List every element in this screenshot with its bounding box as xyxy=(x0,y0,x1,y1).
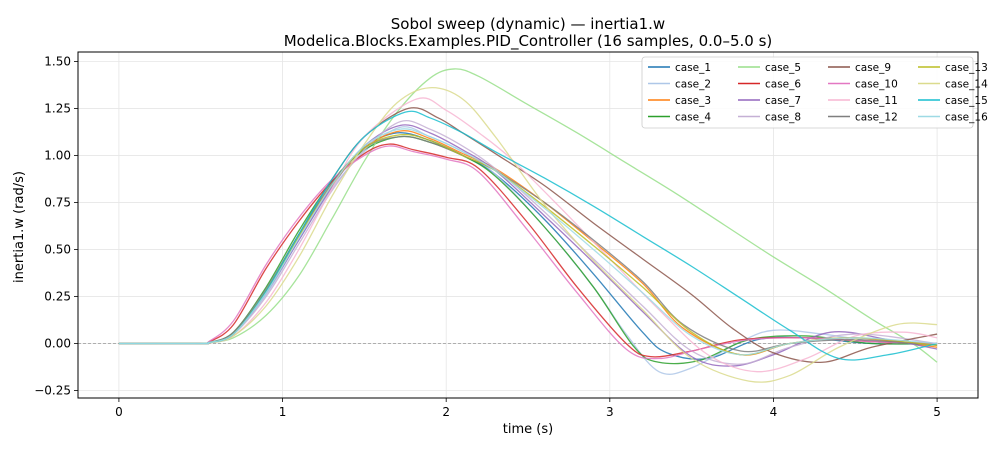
series-line-case-14 xyxy=(118,87,938,383)
chart-subtitle: Modelica.Blocks.Examples.PID_Controller … xyxy=(284,32,773,51)
legend-label: case_15 xyxy=(945,95,988,107)
chart-title: Sobol sweep (dynamic) — inertia1.w xyxy=(391,15,665,33)
legend-label: case_11 xyxy=(855,95,898,107)
legend-label: case_1 xyxy=(675,62,711,74)
legend-label: case_16 xyxy=(945,111,988,123)
legend-label: case_14 xyxy=(945,78,988,90)
x-tick-label: 2 xyxy=(442,405,450,419)
y-tick-label: 1.25 xyxy=(44,101,71,115)
legend-label: case_13 xyxy=(945,62,988,74)
series-line-case-8 xyxy=(118,120,938,365)
x-tick-label: 5 xyxy=(933,405,941,419)
y-tick-label: 0.50 xyxy=(44,242,71,256)
legend-label: case_7 xyxy=(765,95,801,107)
legend-label: case_8 xyxy=(765,111,801,123)
y-tick-label: 1.50 xyxy=(44,54,71,68)
y-tick-label: 1.00 xyxy=(44,148,71,162)
y-tick-label: 0.75 xyxy=(44,195,71,209)
y-tick-label: 0.00 xyxy=(44,336,71,350)
legend: case_1case_2case_3case_4case_5case_6case… xyxy=(641,56,988,129)
series-line-case-10 xyxy=(118,145,938,360)
tick-layer: 0 1 2 3 4 5 −0.25 0.00 0.25 0.50 0.75 1.00 1.25 1.50 xyxy=(34,54,941,419)
x-axis-label: time (s) xyxy=(503,422,553,437)
series-line-case-16 xyxy=(118,128,938,356)
legend-label: case_4 xyxy=(675,111,711,123)
legend-label: case_12 xyxy=(855,111,898,123)
y-axis-label: inertia1.w (rad/s) xyxy=(12,171,27,283)
series-layer xyxy=(118,68,938,383)
legend-label: case_5 xyxy=(765,62,801,74)
legend-label: case_2 xyxy=(675,78,711,90)
x-tick-label: 1 xyxy=(279,405,287,419)
x-tick-label: 4 xyxy=(770,405,778,419)
series-line-case-3 xyxy=(118,130,938,356)
legend-label: case_3 xyxy=(675,95,711,107)
plot-frame xyxy=(77,51,979,399)
series-line-case-6 xyxy=(118,143,938,358)
legend-label: case_9 xyxy=(855,62,891,74)
legend-label: case_10 xyxy=(855,78,898,90)
legend-box xyxy=(641,56,974,129)
x-tick-label: 0 xyxy=(115,405,123,419)
legend-label: case_6 xyxy=(765,78,801,90)
y-tick-label: 0.25 xyxy=(44,289,71,303)
series-line-case-5 xyxy=(118,68,938,363)
y-tick-label: −0.25 xyxy=(34,383,71,397)
x-tick-label: 3 xyxy=(606,405,614,419)
